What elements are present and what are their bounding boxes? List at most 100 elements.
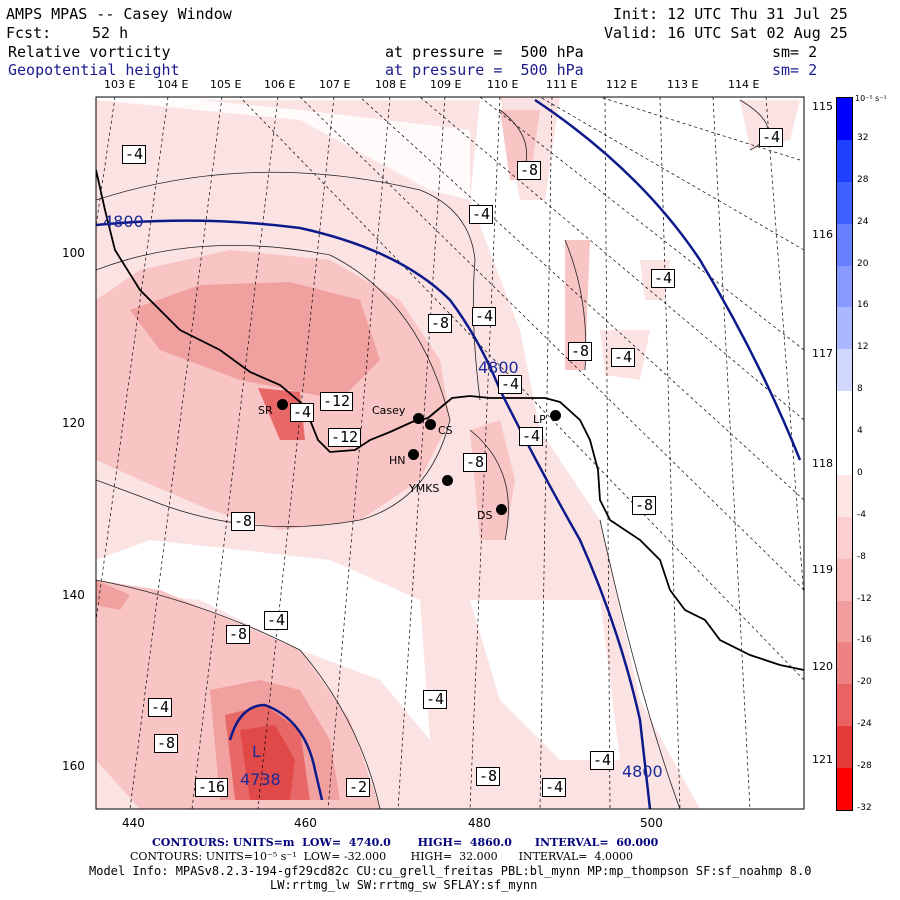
colorbar-segment — [837, 726, 852, 769]
model-info-radiation: LW:rrtmg_lw SW:rrtmg_sw SFLAY:sf_mynn — [270, 878, 538, 892]
vorticity-contour-label: -4 — [542, 778, 567, 797]
colorbar-label: -16 — [857, 635, 872, 646]
station-label-sr: SR — [258, 404, 273, 417]
colorbar-label: 24 — [857, 216, 869, 227]
height-contours — [96, 98, 802, 809]
vorticity-contour-label: -8 — [517, 161, 542, 180]
coastline — [96, 169, 804, 671]
colorbar-segment — [837, 642, 852, 685]
y-tick: 100 — [62, 246, 85, 260]
station-dot — [442, 475, 453, 486]
vorticity-contour-label: -4 — [498, 375, 523, 394]
lon-label: 119 E — [812, 563, 844, 576]
station-label-ds: DS — [477, 509, 493, 522]
lon-label: 120 E — [812, 660, 844, 673]
lon-label: 104 E — [157, 78, 189, 91]
x-tick: 440 — [122, 816, 145, 830]
lon-label: 115 E — [812, 100, 844, 113]
colorbar-label: 12 — [857, 342, 869, 353]
colorbar-segment — [837, 223, 852, 266]
vorticity-contour-label: -4 — [290, 403, 315, 422]
lon-label: 108 E — [375, 78, 407, 91]
station-dot — [413, 413, 424, 424]
field-height-name: Geopotential height — [8, 61, 180, 79]
vorticity-contour-label: -4 — [651, 269, 676, 288]
plot-frame — [95, 96, 805, 810]
colorbar-segment — [837, 349, 852, 392]
lon-label: 116 E — [812, 228, 844, 241]
lon-label: 117 E — [812, 347, 844, 360]
lon-label: 118 E — [812, 457, 844, 470]
vorticity-contour-label: -4 — [264, 611, 289, 630]
lon-label: 105 E — [210, 78, 242, 91]
vorticity-contour-label: -4 — [519, 427, 544, 446]
vorticity-contour-label: -4 — [759, 128, 784, 147]
vorticity-contour-label: -8 — [428, 314, 453, 333]
model-title: AMPS MPAS -- Casey Window — [6, 5, 232, 23]
forecast-hour: 52 h — [92, 24, 129, 42]
field-height-pressure: at pressure = 500 hPa — [385, 61, 584, 79]
colorbar-label: 20 — [857, 258, 869, 269]
station-label-lp: LP — [533, 413, 546, 426]
lon-label: 109 E — [430, 78, 462, 91]
lon-label: 107 E — [319, 78, 351, 91]
lon-label: 110 E — [487, 78, 519, 91]
lon-label: 112 E — [606, 78, 638, 91]
colorbar-unit: 10⁻⁵ s⁻¹ — [855, 94, 887, 103]
x-tick: 500 — [640, 816, 663, 830]
station-dot — [425, 419, 436, 430]
vorticity-contour-label: -8 — [568, 342, 593, 361]
vorticity-contour-label: -8 — [476, 767, 501, 786]
model-info: Model Info: MPASv8.2.3-194-gf29cd82c CU:… — [89, 864, 812, 878]
colorbar-segment — [837, 558, 852, 601]
field-height-smoothing: sm= 2 — [772, 61, 818, 79]
colorbar-label: -28 — [857, 761, 872, 772]
vorticity-contour-label: -8 — [154, 734, 179, 753]
colorbar-label: -24 — [857, 719, 872, 730]
station-label-ymks: YMKS — [409, 482, 440, 495]
vorticity-contour-label: -8 — [231, 512, 256, 531]
colorbar-label: 0 — [857, 467, 863, 478]
x-tick: 460 — [294, 816, 317, 830]
station-label-cs: CS — [438, 424, 453, 437]
vorticity-contour-label: -4 — [590, 751, 615, 770]
colorbar-label: 32 — [857, 132, 869, 143]
vorticity-contour-label: -12 — [328, 428, 362, 447]
colorbar-segment — [837, 600, 852, 643]
vorticity-contour-label: -4 — [611, 348, 636, 367]
station-dot — [550, 410, 561, 421]
colorbar-segment — [837, 474, 852, 517]
y-tick: 140 — [62, 588, 85, 602]
colorbar-label: 28 — [857, 174, 869, 185]
vorticity-contour-label: -4 — [122, 145, 147, 164]
height-contour-label: 4738 — [240, 770, 281, 789]
valid-time: Valid: 16 UTC Sat 02 Aug 25 — [604, 24, 848, 42]
vorticity-contour-label: -4 — [472, 307, 497, 326]
lon-label: 121 E — [812, 753, 844, 766]
field-vorticity-pressure: at pressure = 500 hPa — [385, 43, 584, 61]
station-dot — [496, 504, 507, 515]
vorticity-fill — [96, 97, 804, 809]
lon-label: 103 E — [104, 78, 136, 91]
init-time: Init: 12 UTC Thu 31 Jul 25 — [613, 5, 848, 23]
height-contour-label: 4800 — [622, 762, 663, 781]
lon-label: 111 E — [546, 78, 578, 91]
low-center-marker: L — [252, 742, 261, 761]
vorticity-contour-label: -8 — [463, 453, 488, 472]
vorticity-contour-label: -4 — [423, 690, 448, 709]
colorbar-segment — [837, 307, 852, 350]
vorticity-contour-label: -12 — [320, 392, 354, 411]
station-label-casey: Casey — [372, 404, 406, 417]
colorbar-segment — [837, 768, 852, 810]
vorticity-contour-label: -4 — [148, 698, 173, 717]
colorbar-segment — [837, 391, 852, 434]
vorticity-contour-label: -8 — [226, 625, 251, 644]
contours-height-info: CONTOURS: UNITS=m LOW= 4740.0 HIGH= 4860… — [152, 836, 659, 849]
colorbar-segment — [837, 433, 852, 475]
field-vorticity-smoothing: sm= 2 — [772, 43, 818, 61]
height-contour-label: 4800 — [103, 212, 144, 231]
station-label-hn: HN — [389, 454, 406, 467]
colorbar-segment — [837, 265, 852, 308]
colorbar-segment — [837, 181, 852, 224]
colorbar — [836, 97, 853, 811]
